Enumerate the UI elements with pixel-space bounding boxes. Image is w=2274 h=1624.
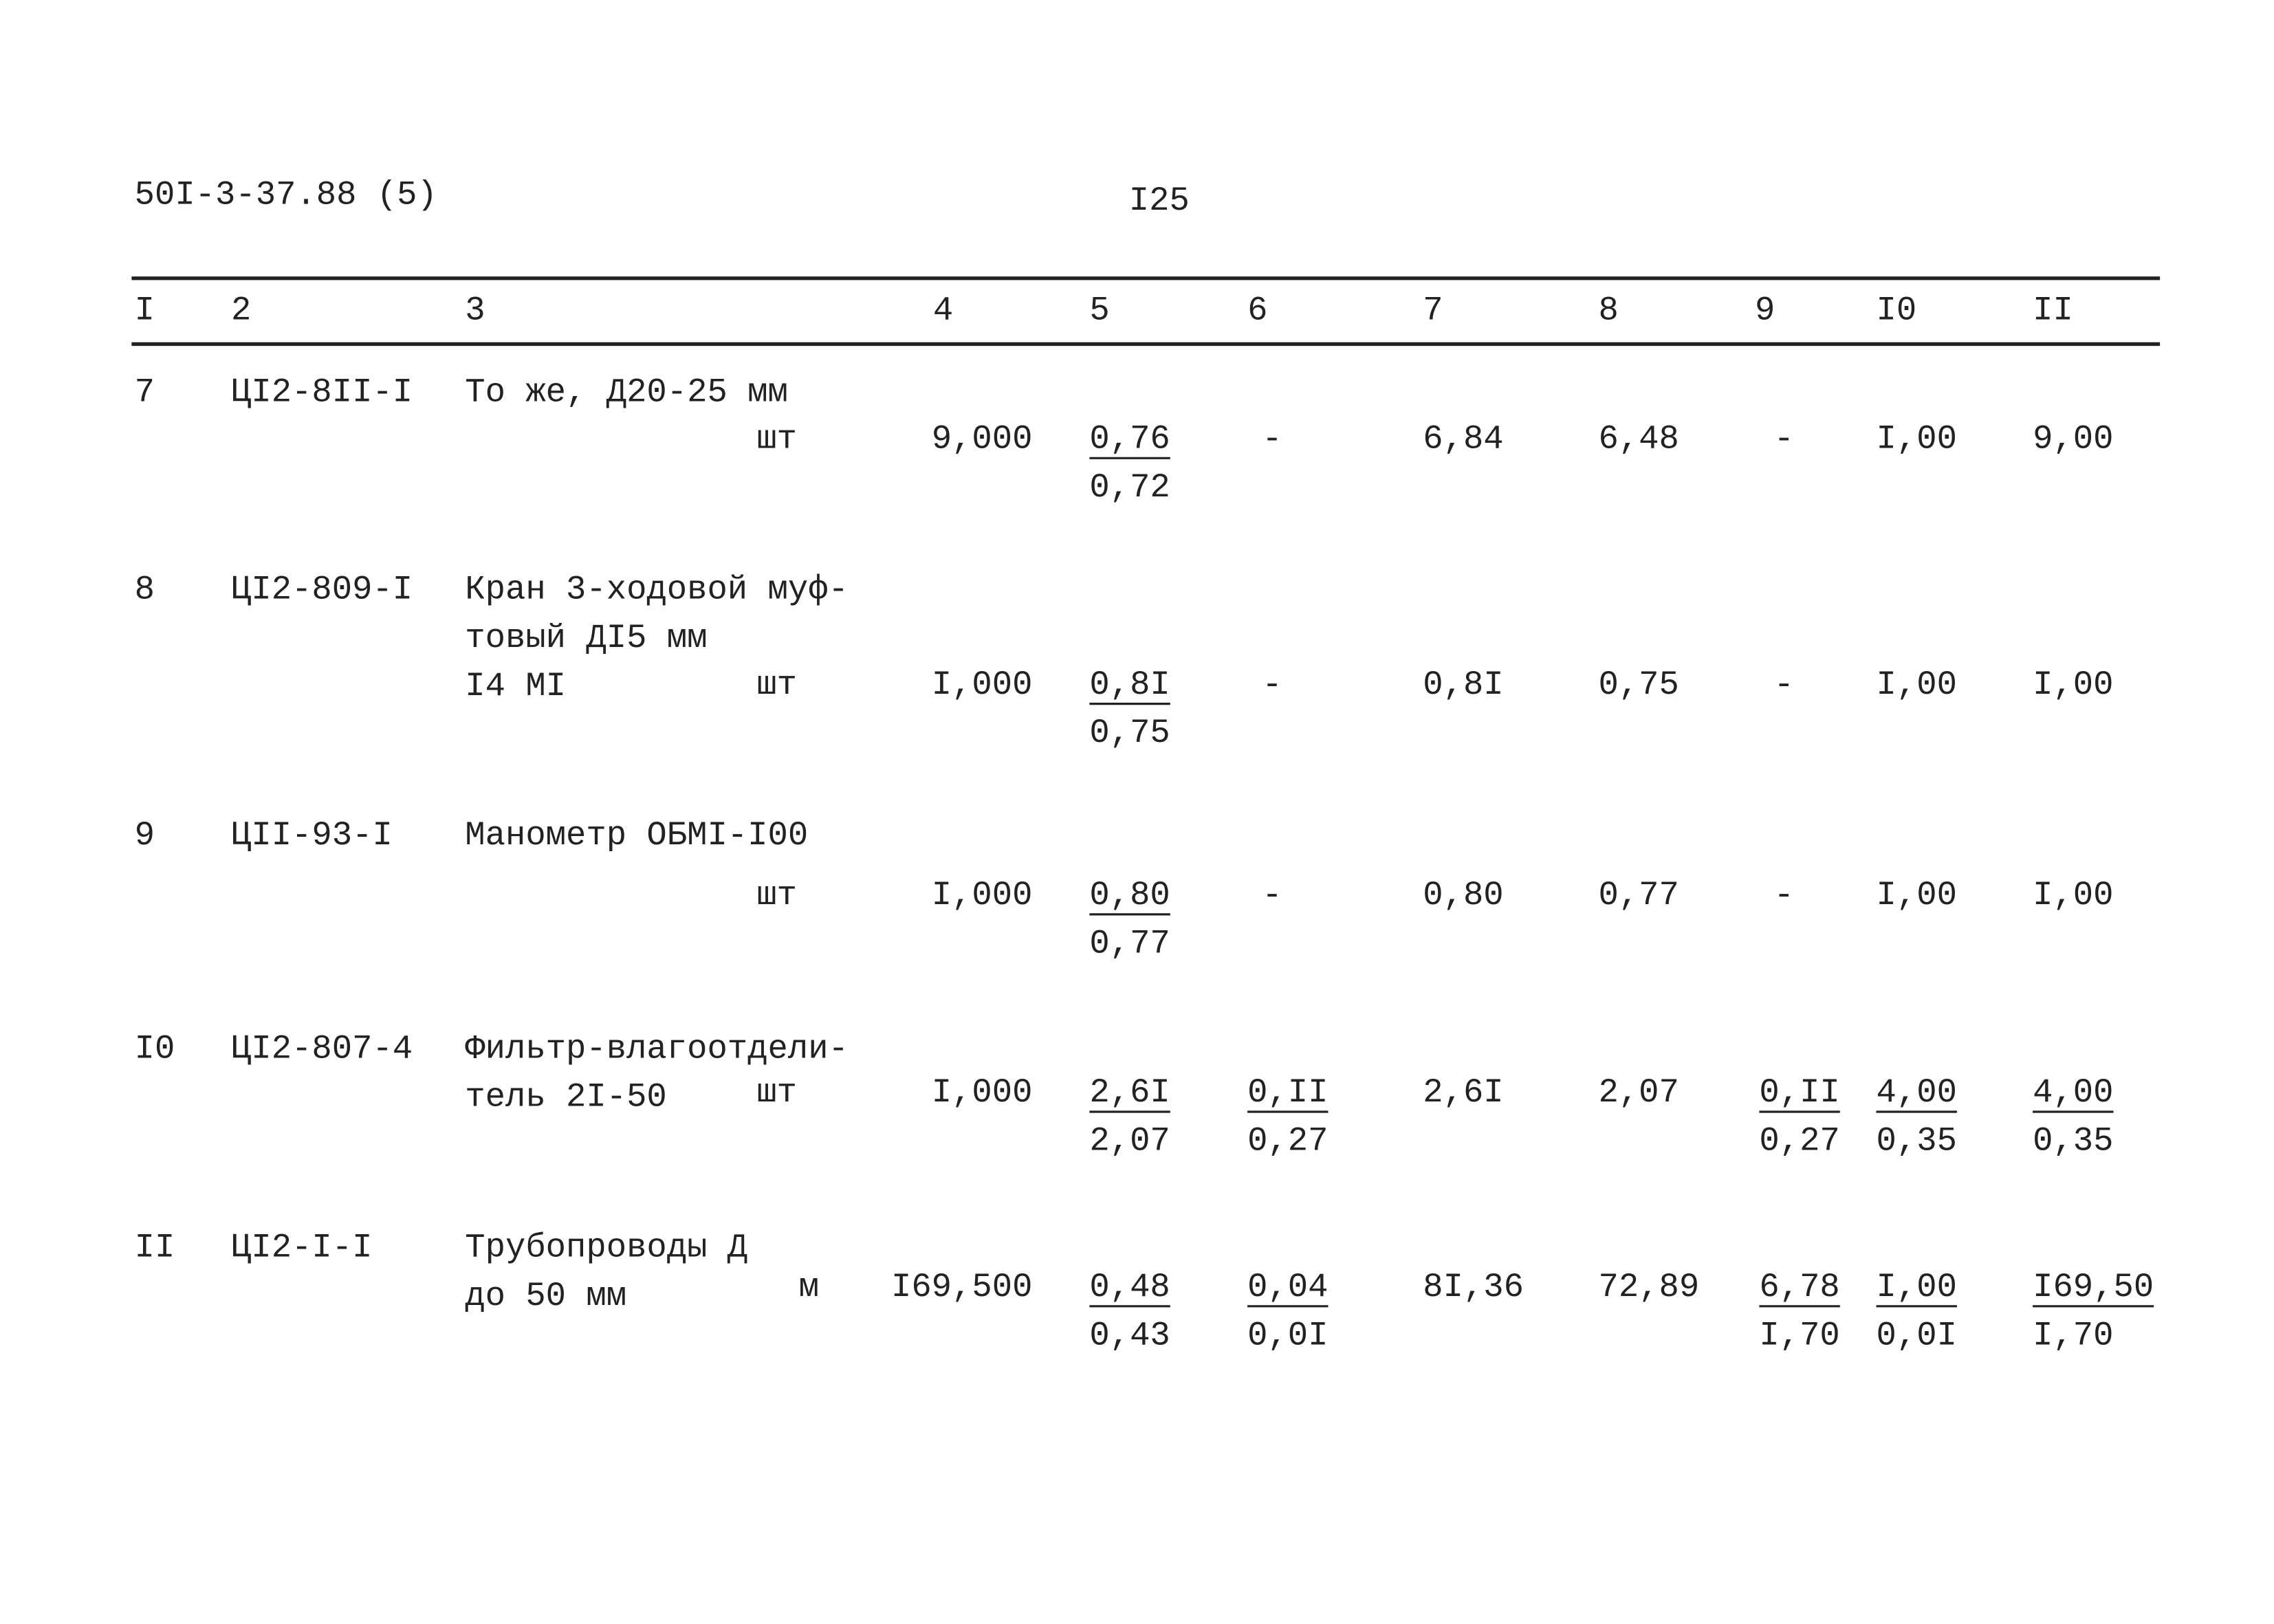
item-code: ЦI2-I-I — [231, 1229, 372, 1267]
fraction-bottom: 0,35 — [2033, 1121, 2113, 1160]
document-code: 50I-3-37.88 (5) — [135, 175, 437, 214]
fraction-top: I69,50 — [2033, 1268, 2154, 1306]
fraction-bottom: 0,0I — [1247, 1316, 1328, 1354]
quantity: I,000 — [932, 666, 1033, 704]
cell-value: 0,75 — [1598, 666, 1679, 704]
cell-value: - — [1262, 420, 1282, 459]
cell-value: 9,00 — [2033, 420, 2113, 459]
fraction-top: I,00 — [1877, 1268, 1957, 1306]
cell-value: - — [1262, 666, 1282, 704]
item-name: Манометр ОБМI-I00 — [465, 816, 808, 855]
item-name: Фильтр-влагоотдели- — [465, 1029, 849, 1068]
cell-value: I,00 — [2033, 666, 2113, 704]
fraction-bottom: 0,77 — [1089, 924, 1170, 963]
unit: шт — [756, 1073, 797, 1112]
item-name: до 50 мм — [465, 1277, 626, 1315]
fraction-top: 0,II — [1759, 1073, 1839, 1112]
item-code: ЦI2-8II-I — [231, 373, 413, 412]
item-code: ЦI2-807-4 — [231, 1029, 413, 1068]
quantity: I69,500 — [891, 1268, 1032, 1306]
fraction-top: 4,00 — [1877, 1073, 1957, 1112]
column-header: 8 — [1598, 291, 1618, 329]
fraction-top: 2,6I — [1089, 1073, 1170, 1112]
cell-value: I,00 — [1877, 420, 1957, 459]
column-header: 6 — [1247, 291, 1267, 329]
cell-value: 0,77 — [1598, 876, 1679, 914]
unit: шт — [756, 876, 797, 914]
fraction-bottom: 2,07 — [1089, 1121, 1170, 1160]
fraction-top: 0,48 — [1089, 1268, 1170, 1306]
fraction-top: 0,80 — [1089, 876, 1170, 914]
quantity: I,000 — [932, 876, 1033, 914]
cell-value: I,00 — [2033, 876, 2113, 914]
cell-value: - — [1262, 876, 1282, 914]
cell-value: 2,07 — [1598, 1073, 1679, 1112]
cell-value: 6,48 — [1598, 420, 1679, 459]
column-header: 2 — [231, 291, 251, 329]
fraction-bottom: I,70 — [1759, 1316, 1839, 1354]
fraction-top: 0,04 — [1247, 1268, 1328, 1306]
row-number: I0 — [135, 1029, 175, 1068]
fraction-bottom: 0,72 — [1089, 468, 1170, 507]
cell-value: 0,8I — [1423, 666, 1503, 704]
unit: м — [799, 1268, 819, 1306]
item-code: ЦI2-809-I — [231, 571, 413, 609]
fraction-bottom: 0,27 — [1759, 1121, 1839, 1160]
fraction-bottom: I,70 — [2033, 1316, 2113, 1354]
fraction-top: 0,76 — [1089, 420, 1170, 459]
row-number: 7 — [135, 373, 155, 412]
fraction-top: 0,8I — [1089, 666, 1170, 704]
row-number: 9 — [135, 816, 155, 855]
cell-value: 2,6I — [1423, 1073, 1503, 1112]
quantity: 9,000 — [932, 420, 1033, 459]
quantity: I,000 — [932, 1073, 1033, 1112]
item-name: То же, Д20-25 мм — [465, 373, 788, 412]
row-number: 8 — [135, 571, 155, 609]
item-name: тель 2I-50 — [465, 1078, 667, 1117]
cell-value: - — [1774, 420, 1794, 459]
cell-value: 72,89 — [1598, 1268, 1699, 1306]
item-name: Трубопроводы Д — [465, 1229, 747, 1267]
column-header: I0 — [1877, 291, 1917, 329]
column-header: 4 — [933, 291, 953, 329]
cell-value: 8I,36 — [1423, 1268, 1524, 1306]
fraction-top: 4,00 — [2033, 1073, 2113, 1112]
cell-value: - — [1774, 876, 1794, 914]
column-header: 3 — [465, 291, 485, 329]
column-header: II — [2033, 291, 2073, 329]
page-number: I25 — [1129, 182, 1190, 220]
fraction-top: 0,II — [1247, 1073, 1328, 1112]
cell-value: 6,84 — [1423, 420, 1503, 459]
column-header: 5 — [1089, 291, 1109, 329]
item-name: I4 MI — [465, 667, 566, 705]
fraction-top: 6,78 — [1759, 1268, 1839, 1306]
cell-value: I,00 — [1877, 876, 1957, 914]
row-number: II — [135, 1229, 175, 1267]
item-code: ЦII-93-I — [231, 816, 393, 855]
cell-value: I,00 — [1877, 666, 1957, 704]
cell-value: 0,80 — [1423, 876, 1503, 914]
cell-value: - — [1774, 666, 1794, 704]
fraction-bottom: 0,35 — [1877, 1121, 1957, 1160]
unit: шт — [756, 666, 797, 704]
fraction-bottom: 0,43 — [1089, 1316, 1170, 1354]
column-header: I — [135, 291, 155, 329]
fraction-bottom: 0,75 — [1089, 714, 1170, 752]
fraction-bottom: 0,0I — [1877, 1316, 1957, 1354]
column-header: 9 — [1755, 291, 1775, 329]
unit: шт — [756, 420, 797, 459]
item-name: товый ДI5 мм — [465, 619, 707, 657]
column-header: 7 — [1423, 291, 1443, 329]
item-name: Кран 3-ходовой муф- — [465, 571, 849, 609]
fraction-bottom: 0,27 — [1247, 1121, 1328, 1160]
